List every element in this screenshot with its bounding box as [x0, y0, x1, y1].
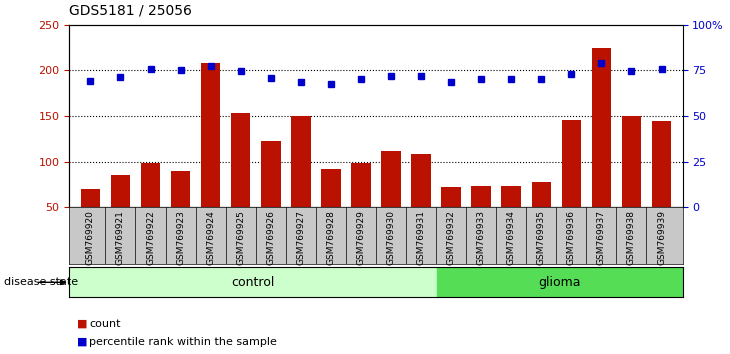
Text: count: count [89, 319, 120, 329]
Bar [502, 186, 521, 207]
Bar [411, 154, 431, 207]
Bar [561, 120, 581, 207]
Bar [442, 187, 461, 207]
Bar [80, 189, 100, 207]
Text: GSM769934: GSM769934 [507, 210, 515, 265]
Text: GSM769938: GSM769938 [627, 210, 636, 265]
Text: GSM769928: GSM769928 [326, 210, 335, 265]
Text: GSM769923: GSM769923 [176, 210, 185, 265]
Text: disease state: disease state [4, 277, 78, 287]
Text: GSM769921: GSM769921 [116, 210, 125, 265]
Text: percentile rank within the sample: percentile rank within the sample [89, 337, 277, 347]
Bar [261, 142, 280, 207]
Bar [141, 163, 161, 207]
Bar [111, 175, 130, 207]
Text: glioma: glioma [539, 276, 581, 289]
Bar [351, 163, 371, 207]
Bar [531, 182, 551, 207]
Text: ■: ■ [77, 319, 87, 329]
Bar [321, 169, 341, 207]
Bar [291, 116, 310, 207]
Bar [231, 113, 250, 207]
Bar [652, 121, 672, 207]
Bar [171, 171, 191, 207]
Text: GSM769925: GSM769925 [237, 210, 245, 265]
Text: ■: ■ [77, 337, 87, 347]
Bar [69, 267, 437, 297]
Bar [591, 47, 611, 207]
Text: GSM769933: GSM769933 [477, 210, 485, 265]
Bar [201, 63, 220, 207]
Text: GSM769927: GSM769927 [296, 210, 305, 265]
Text: GSM769924: GSM769924 [206, 210, 215, 265]
Text: GSM769926: GSM769926 [266, 210, 275, 265]
Text: GSM769920: GSM769920 [86, 210, 95, 265]
Bar [381, 150, 401, 207]
Bar [437, 267, 683, 297]
Text: GSM769931: GSM769931 [417, 210, 426, 265]
Text: GSM769932: GSM769932 [447, 210, 456, 265]
Text: GSM769930: GSM769930 [386, 210, 396, 265]
Text: GSM769937: GSM769937 [597, 210, 606, 265]
Text: control: control [231, 276, 275, 289]
Text: GSM769935: GSM769935 [537, 210, 546, 265]
Text: GSM769939: GSM769939 [657, 210, 666, 265]
Text: GSM769922: GSM769922 [146, 210, 155, 265]
Bar [622, 116, 641, 207]
Text: GSM769929: GSM769929 [356, 210, 366, 265]
Text: GDS5181 / 25056: GDS5181 / 25056 [69, 4, 192, 18]
Text: GSM769936: GSM769936 [566, 210, 576, 265]
Bar [472, 186, 491, 207]
